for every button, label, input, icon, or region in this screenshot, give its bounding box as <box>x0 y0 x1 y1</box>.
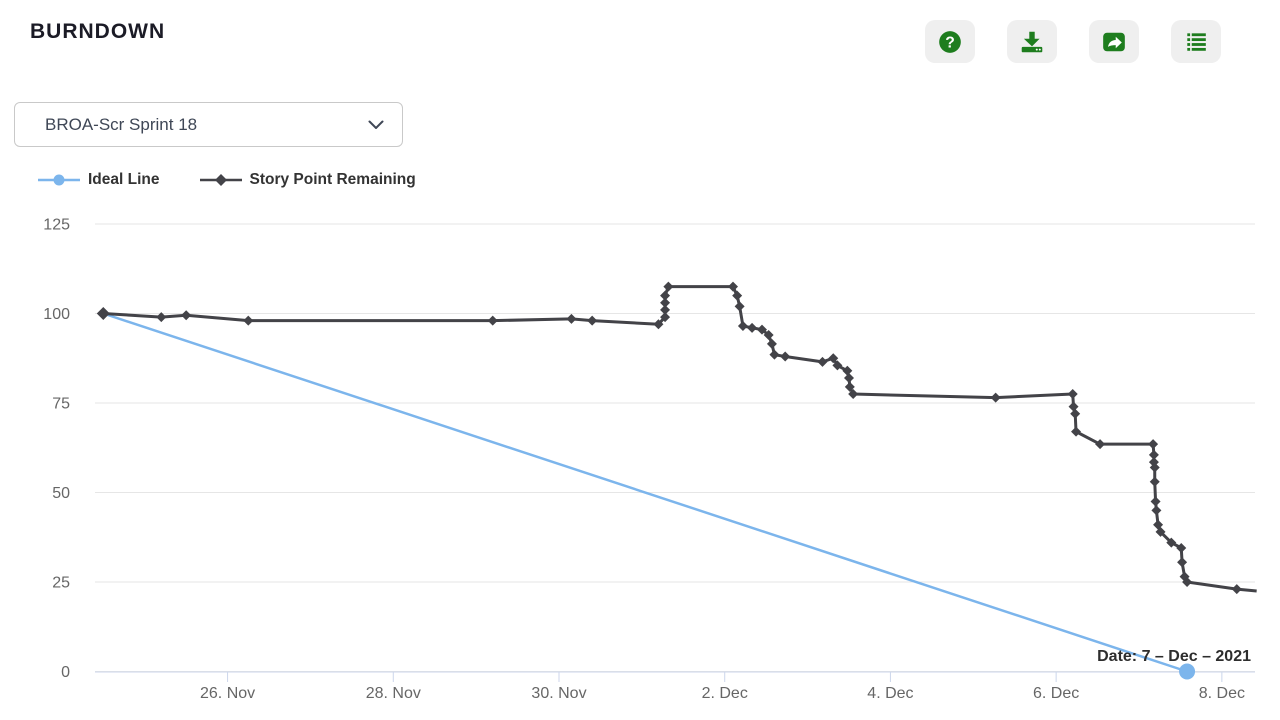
share-arrow-icon <box>1103 32 1125 51</box>
download-button[interactable] <box>1007 20 1057 63</box>
story-point-marker[interactable] <box>660 290 671 301</box>
x-axis-label: 30. Nov <box>531 685 586 702</box>
sprint-dropdown[interactable]: BROA-Scr Sprint 18 <box>14 102 403 147</box>
x-axis-label: 28. Nov <box>366 685 421 702</box>
x-axis-label: 8. Dec <box>1199 685 1245 702</box>
story-point-marker[interactable] <box>766 338 777 349</box>
legend-item-ideal-line[interactable]: Ideal Line <box>38 171 160 189</box>
story-point-marker[interactable] <box>757 324 767 335</box>
story-point-marker[interactable] <box>660 297 671 308</box>
story-point-marker[interactable] <box>1177 557 1188 568</box>
y-axis-label: 0 <box>61 664 70 681</box>
story-point-marker[interactable] <box>1070 408 1081 419</box>
legend-label: Story Point Remaining <box>249 171 416 188</box>
story-point-marker[interactable] <box>1071 426 1082 437</box>
story-point-marker[interactable] <box>566 313 577 324</box>
story-point-marker[interactable] <box>1067 389 1078 400</box>
story-point-marker[interactable] <box>1155 526 1166 537</box>
y-axis-label: 125 <box>43 217 70 234</box>
share-button[interactable] <box>1089 20 1139 63</box>
story-point-marker[interactable] <box>763 329 774 340</box>
story-point-marker[interactable] <box>487 315 498 326</box>
story-point-marker[interactable] <box>1231 584 1242 595</box>
y-axis-label: 75 <box>52 396 70 413</box>
ideal-line-hover-point[interactable] <box>1179 663 1196 680</box>
story-point-marker[interactable] <box>1149 462 1160 473</box>
story-point-marker[interactable] <box>780 351 791 362</box>
x-axis-label: 2. Dec <box>702 685 748 702</box>
toolbar: ? <box>925 20 1221 63</box>
x-axis-label: 6. Dec <box>1033 685 1079 702</box>
story-point-marker[interactable] <box>663 281 674 292</box>
story-point-marker[interactable] <box>660 312 671 323</box>
legend-label: Ideal Line <box>88 171 160 188</box>
story-point-marker[interactable] <box>844 381 855 392</box>
ideal-line-marker-icon <box>38 174 80 186</box>
story-point-marker[interactable] <box>817 356 828 367</box>
ideal-line-series[interactable] <box>102 312 1188 673</box>
story-point-marker[interactable] <box>737 321 748 332</box>
burndown-chart: 0 25 50 75 100 125 26. Nov 28. Nov 30. Nov 2. Dec… <box>43 217 1257 702</box>
chart-tooltip: Date: 7 – Dec – 2021 <box>1097 648 1251 665</box>
y-axis-label: 25 <box>52 575 70 592</box>
story-point-marker[interactable] <box>734 301 745 312</box>
legend-item-story-point-remaining[interactable]: Story Point Remaining <box>199 171 416 189</box>
story-point-marker[interactable] <box>844 372 854 383</box>
story-point-marker[interactable] <box>769 349 780 360</box>
story-point-marker[interactable] <box>732 290 743 301</box>
y-axis-label: 100 <box>43 306 70 323</box>
list-icon <box>1186 32 1206 51</box>
story-point-marker[interactable] <box>653 319 664 330</box>
story-point-marker[interactable] <box>828 353 839 364</box>
topbar: BURNDOWN ? <box>0 0 1280 80</box>
story-point-marker[interactable] <box>1151 505 1162 516</box>
chart-legend: Ideal Line Story Point Remaining <box>38 171 416 189</box>
chevron-down-icon <box>368 120 384 129</box>
story-point-series[interactable] <box>103 285 1257 593</box>
y-axis-label: 50 <box>52 485 70 502</box>
page-title: BURNDOWN <box>30 20 166 43</box>
story-point-marker-icon <box>199 174 242 186</box>
story-point-marker[interactable] <box>1149 476 1160 487</box>
story-point-marker[interactable] <box>1176 542 1187 553</box>
story-point-marker[interactable] <box>96 307 110 320</box>
story-point-marker[interactable] <box>1182 577 1193 587</box>
story-point-marker[interactable] <box>1148 439 1159 450</box>
story-point-marker[interactable] <box>1150 496 1161 507</box>
story-point-marker[interactable] <box>1095 439 1106 450</box>
story-point-marker[interactable] <box>990 392 1001 403</box>
story-point-marker[interactable] <box>156 312 167 323</box>
story-point-marker[interactable] <box>842 365 853 376</box>
story-point-marker[interactable] <box>243 315 254 326</box>
story-point-marker[interactable] <box>660 304 671 315</box>
story-point-marker[interactable] <box>832 360 843 371</box>
list-button[interactable] <box>1171 20 1221 63</box>
story-point-marker[interactable] <box>848 389 859 400</box>
download-icon <box>1021 31 1043 52</box>
story-point-marker[interactable] <box>587 315 598 326</box>
story-point-marker[interactable] <box>747 322 758 333</box>
x-axis-label: 4. Dec <box>867 685 913 702</box>
story-point-marker[interactable] <box>1148 449 1159 460</box>
x-axis-label: 26. Nov <box>200 685 255 702</box>
story-point-marker[interactable] <box>1166 537 1177 548</box>
svg-text:?: ? <box>945 34 955 51</box>
sprint-dropdown-value: BROA-Scr Sprint 18 <box>45 114 198 134</box>
story-point-marker[interactable] <box>181 310 192 321</box>
help-button[interactable]: ? <box>925 20 975 63</box>
story-point-marker[interactable] <box>1068 401 1079 412</box>
story-point-marker[interactable] <box>728 281 738 292</box>
question-circle-icon: ? <box>939 30 961 53</box>
